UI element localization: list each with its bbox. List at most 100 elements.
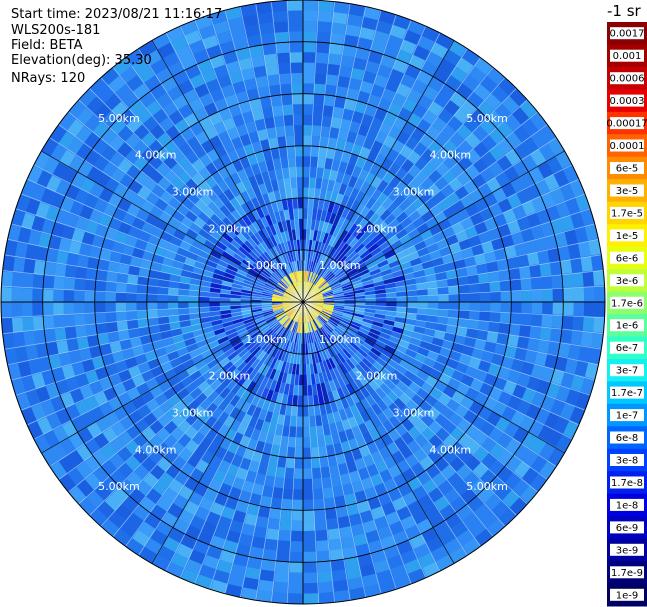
range-gate <box>438 480 454 496</box>
range-gate <box>226 213 238 225</box>
range-gate <box>245 121 257 134</box>
range-gate <box>403 204 416 217</box>
range-gate <box>421 441 436 456</box>
range-gate <box>186 191 200 205</box>
range-gate <box>85 438 101 455</box>
range-gate <box>512 478 530 497</box>
range-gate <box>479 207 493 221</box>
range-gate <box>147 317 159 327</box>
range-gate <box>346 268 357 276</box>
range-gate <box>289 310 297 319</box>
range-gate <box>386 34 403 49</box>
range-gate <box>54 263 67 277</box>
range-gate <box>546 205 561 221</box>
ray-separator <box>302 178 580 303</box>
range-gate <box>209 292 221 298</box>
range-gate <box>427 287 439 296</box>
range-gate <box>287 230 293 241</box>
colorbar-label-box <box>610 162 644 174</box>
range-gate <box>349 356 359 367</box>
ring-label: 1.00km <box>319 259 361 272</box>
range-gate <box>149 170 164 184</box>
range-gate <box>324 190 333 202</box>
range-gate <box>351 256 362 266</box>
range-gate <box>323 305 334 309</box>
range-gate <box>248 460 260 473</box>
ring-label: 3.00km <box>393 186 435 199</box>
range-gate <box>450 496 467 513</box>
range-gate <box>420 210 434 223</box>
range-gate <box>400 334 412 343</box>
range-gate <box>285 467 295 479</box>
range-gate <box>295 364 300 375</box>
range-gate <box>328 277 338 285</box>
range-gate <box>284 264 291 275</box>
range-gate <box>293 271 298 283</box>
range-gate <box>278 327 286 337</box>
range-gate <box>50 443 68 461</box>
range-gate <box>405 348 418 359</box>
range-gate <box>197 211 210 224</box>
range-gate <box>212 433 225 447</box>
range-gate <box>198 153 212 168</box>
range-gate <box>105 363 119 377</box>
range-gate <box>329 43 343 55</box>
range-gate <box>540 221 555 237</box>
range-gate <box>407 164 421 178</box>
range-gate <box>343 262 354 272</box>
range-gate <box>338 462 349 475</box>
range-gate <box>296 416 303 427</box>
range-gate <box>68 240 82 255</box>
range-gate <box>491 500 510 519</box>
range-gate <box>186 364 199 376</box>
range-gate <box>353 289 365 294</box>
range-gate <box>276 326 285 336</box>
range-gate <box>521 200 536 216</box>
range-gate <box>168 394 182 407</box>
range-gate <box>316 167 324 179</box>
range-gate <box>136 293 147 302</box>
range-gate <box>277 338 285 349</box>
range-gate <box>317 279 327 288</box>
range-gate <box>319 188 327 201</box>
range-gate <box>378 240 391 251</box>
range-gate <box>555 151 572 169</box>
ray-separator <box>302 301 494 537</box>
range-gate <box>382 323 394 331</box>
range-gate <box>249 546 264 560</box>
range-gate <box>203 555 220 570</box>
range-gate <box>232 318 244 325</box>
range-gate <box>517 336 530 349</box>
ray-separator <box>302 124 548 303</box>
ring-label: 5.00km <box>98 480 140 493</box>
range-gate <box>315 52 329 64</box>
range-gate <box>264 285 275 291</box>
range-gate <box>310 286 318 295</box>
range-gate <box>324 434 334 446</box>
range-gate <box>162 51 180 68</box>
range-gate <box>331 313 342 319</box>
ring-label: 5.00km <box>98 112 140 125</box>
colorbar-tick-label: 1e-9 <box>616 590 639 601</box>
range-gate <box>372 216 384 229</box>
range-gate <box>408 381 421 394</box>
range-gate <box>128 265 140 276</box>
range-gate <box>540 366 555 382</box>
range-gate <box>211 407 224 420</box>
range-gate <box>303 551 317 563</box>
range-gate <box>308 310 316 320</box>
colorbar-unit: -1 sr <box>607 2 642 20</box>
range-gate <box>318 446 328 458</box>
ray-separator <box>302 301 605 319</box>
range-gate <box>403 29 421 45</box>
range-gate <box>359 444 371 458</box>
range-gate <box>345 24 361 37</box>
range-gate <box>45 383 60 399</box>
range-gate <box>212 245 225 256</box>
range-gate <box>324 324 333 333</box>
range-gate <box>210 230 222 241</box>
range-gate <box>279 280 289 289</box>
range-gate <box>101 443 117 460</box>
range-gate <box>236 269 248 277</box>
range-gate <box>501 355 515 369</box>
